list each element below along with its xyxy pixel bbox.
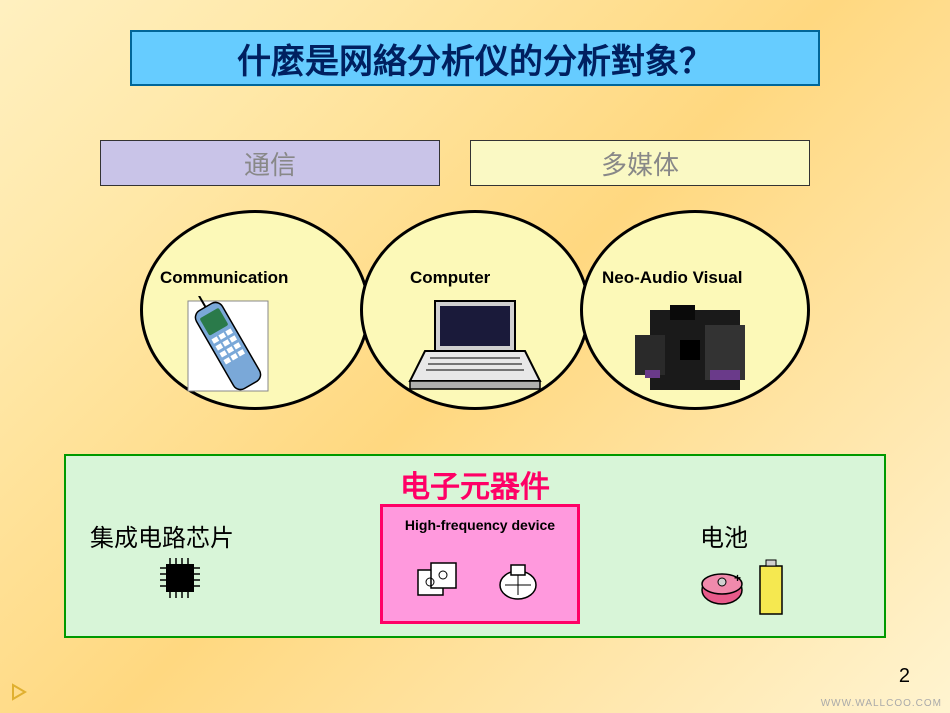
hf-component-icon	[413, 555, 473, 605]
battery-icon: +	[700, 558, 800, 618]
category-communication: 通信	[100, 140, 440, 186]
category-label: 通信	[244, 145, 296, 182]
slide-title: 什麼是网絡分析仪的分析對象？	[130, 30, 820, 86]
svg-text:+: +	[734, 571, 741, 585]
laptop-icon	[400, 296, 550, 396]
column-label-chip: 集成电路芯片	[90, 518, 234, 553]
category-label: 多媒体	[601, 145, 679, 182]
ellipse-label: Computer	[410, 268, 490, 288]
hf-device-label: High-frequency device	[383, 517, 577, 533]
panel-title: 电子元器件	[400, 462, 550, 506]
column-label-battery: 电池	[700, 518, 748, 553]
hf-device-box: High-frequency device	[380, 504, 580, 624]
slide-title-text: 什麼是网絡分析仪的分析對象？	[237, 34, 713, 83]
mobile-phone-icon	[178, 296, 278, 396]
next-slide-icon[interactable]	[10, 683, 28, 701]
page-number: 2	[899, 665, 910, 688]
category-multimedia: 多媒体	[470, 140, 810, 186]
watermark: WWW.WALLCOO.COM	[821, 698, 942, 709]
ellipse-label: Neo-Audio Visual	[602, 268, 742, 288]
ellipse-label: Communication	[160, 268, 288, 288]
hf-component-icon	[493, 555, 543, 605]
camera-device-icon	[620, 300, 760, 400]
ic-chip-icon	[160, 558, 200, 598]
